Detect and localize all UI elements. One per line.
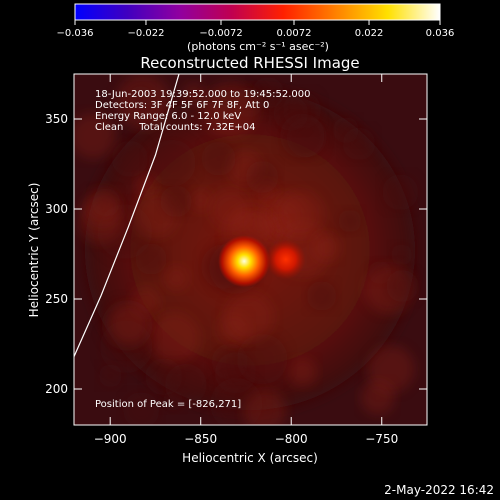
mottle-blob (98, 364, 122, 388)
mottle-blob (135, 243, 167, 275)
mottle-blob (306, 281, 337, 311)
mottle-blob (74, 113, 116, 159)
peak-source (218, 235, 271, 288)
mottle-blob (129, 85, 153, 109)
mottle-blob (382, 174, 419, 211)
footer-date: 2-May-2022 16:42 (384, 483, 494, 497)
mottle-blob (342, 127, 376, 161)
x-tick-label: −800 (275, 432, 308, 446)
chart-title: Reconstructed RHESSI Image (140, 54, 359, 72)
mottle-blob (391, 244, 413, 266)
mottle-blob (338, 209, 362, 233)
mottle-blob (83, 188, 121, 226)
mottle-blob (386, 270, 419, 303)
annotation-counts: Clean Total counts: 7.32E+04 (95, 122, 255, 133)
mottle-blob (245, 160, 279, 194)
secondary-source (265, 239, 306, 280)
colorbar-tick-label: 0.036 (426, 28, 455, 39)
mottle-blob (202, 82, 258, 138)
sources (218, 235, 306, 288)
colorbar-tick-label: −0.036 (56, 28, 93, 39)
y-tick-label: 350 (45, 112, 68, 126)
mottle-blob (135, 174, 158, 196)
colorbar-ticks: −0.036 −0.022 −0.0072 0.0072 0.022 0.036 (56, 20, 454, 39)
mottle-blob (276, 190, 324, 238)
mottle-blob (148, 139, 196, 187)
mottle-blob (123, 392, 160, 425)
mottle-blob (237, 333, 288, 385)
colorbar-unit-label: (photons cm⁻² s⁻¹ asec⁻²) (187, 40, 329, 53)
x-axis-label: Heliocentric X (arcsec) (182, 451, 318, 465)
solar-limb (74, 74, 180, 357)
mottle-blob (108, 303, 150, 345)
mottle-blob (243, 390, 287, 425)
colorbar (74, 3, 441, 21)
mottle-blob (280, 113, 325, 159)
y-tick-label: 300 (45, 202, 68, 216)
x-tick-label: −750 (365, 432, 398, 446)
peak-position-label: Position of Peak = [-826,271] (95, 399, 241, 410)
mottle-blob (201, 141, 236, 176)
annotation-detectors: Detectors: 3F 4F 5F 6F 7F 8F, Att 0 (95, 100, 269, 111)
mottle-blob (165, 363, 207, 406)
mottle-blob (360, 380, 395, 415)
colorbar-tick-label: 0.0072 (277, 28, 312, 39)
y-axis-label: Heliocentric Y (arcsec) (27, 183, 41, 318)
annotation-energy: Energy Range: 6.0 - 12.0 keV (95, 111, 241, 122)
y-tick-label: 250 (45, 292, 68, 306)
mottle-blob (367, 345, 415, 393)
x-tick-label: −850 (184, 432, 217, 446)
plot-frame (73, 73, 428, 426)
x-tick-label: −900 (94, 432, 127, 446)
mottle-blob (225, 292, 274, 342)
mottle-blob (163, 265, 189, 291)
mottle-blob (183, 82, 206, 106)
mottle-blob (312, 233, 341, 262)
mottle-blob (288, 357, 318, 387)
colorbar-tick-label: 0.022 (355, 28, 384, 39)
annotation-time: 18-Jun-2003 19:39:52.000 to 19:45:52.000 (95, 89, 311, 100)
mottle-blob (160, 185, 192, 218)
y-tick-label: 200 (45, 382, 68, 396)
mottle-blob (111, 140, 148, 177)
colorbar-tick-label: −0.0072 (199, 28, 242, 39)
mottle-blob (148, 312, 200, 364)
mottle-blob (189, 189, 213, 212)
colorbar-tick-label: −0.022 (127, 28, 164, 39)
axis-ticks: −900 −850 −800 −750 200 250 300 350 (45, 74, 427, 446)
